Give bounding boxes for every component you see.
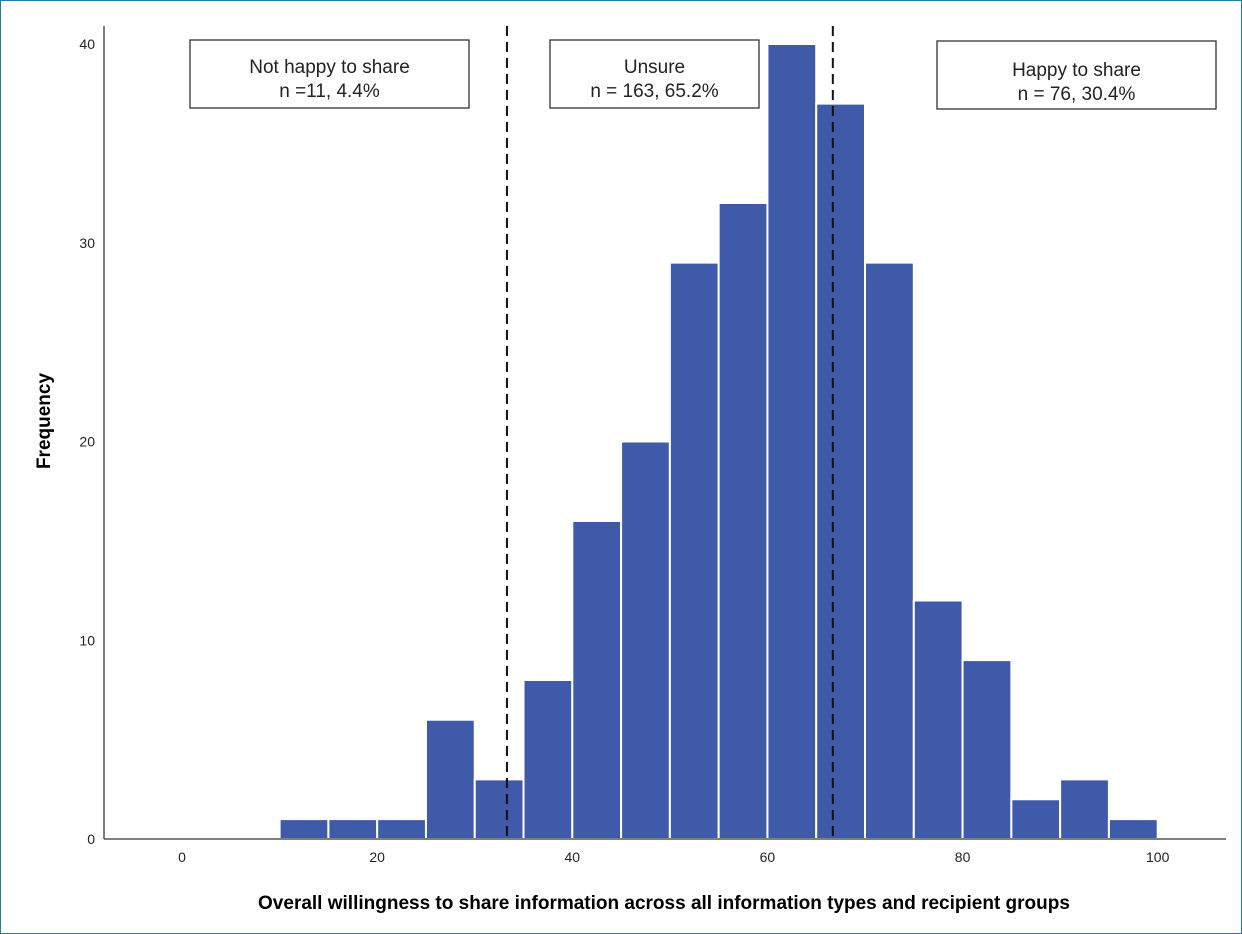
x-ticks-layer: 0 20 40 60 80 100 [178,849,1169,865]
y-tick-label-1: 10 [79,632,95,648]
x-tick-label-4: 80 [955,849,971,865]
histogram-bar-2 [376,818,427,840]
y-tick-label-2: 20 [79,434,95,450]
histogram-bar-6 [571,520,623,840]
histogram-bar-14 [961,659,1013,840]
y-ticks-layer: 0 10 20 30 40 [79,36,95,847]
annotation-unsure-line2: n = 163, 65.2% [590,81,718,102]
annotation-not-happy: Not happy to share n =11, 4.4% [189,39,470,109]
histogram-bar-13 [912,599,964,840]
histogram-bar-4 [473,778,525,840]
annotation-not-happy-line1: Not happy to share [249,57,410,78]
annotation-unsure-line1: Unsure [624,57,685,78]
annotation-happy: Happy to share n = 76, 30.4% [936,40,1217,110]
bars-layer [278,43,1159,840]
annotation-box-not-happy [189,39,470,109]
y-tick-label-0: 0 [87,831,95,847]
annotation-happy-line2: n = 76, 30.4% [1018,84,1136,105]
histogram-bar-17 [1107,818,1159,840]
histogram-bar-0 [278,818,330,840]
histogram-bar-7 [620,440,671,840]
x-tick-label-5: 100 [1146,849,1170,865]
x-tick-label-1: 20 [369,849,385,865]
reference-lines-layer [505,26,834,839]
x-tick-label-3: 60 [760,849,776,865]
histogram-bar-1 [327,818,379,840]
annotation-box-happy [936,40,1217,110]
axes-layer [103,26,1226,840]
annotation-happy-line1: Happy to share [1012,60,1141,81]
x-tick-label-2: 40 [565,849,581,865]
y-tick-label-4: 40 [79,36,95,52]
y-axis-title: Frequency [34,373,55,470]
annotation-box-unsure [549,39,760,109]
histogram-bar-9 [717,202,769,840]
histogram-bar-12 [864,261,915,840]
histogram-bar-3 [424,718,476,840]
histogram-bar-5 [522,679,574,840]
histogram-bar-10 [766,43,818,840]
histogram-bar-11 [815,102,867,840]
annotation-unsure: Unsure n = 163, 65.2% [549,39,760,109]
histogram-bar-8 [668,261,720,840]
histogram-bar-16 [1059,778,1110,840]
histogram-bar-15 [1010,798,1062,840]
x-tick-label-0: 0 [178,849,186,865]
y-tick-label-3: 30 [79,235,95,251]
annotation-not-happy-line2: n =11, 4.4% [279,81,380,102]
x-axis-title: Overall willingness to share information… [258,893,1070,914]
